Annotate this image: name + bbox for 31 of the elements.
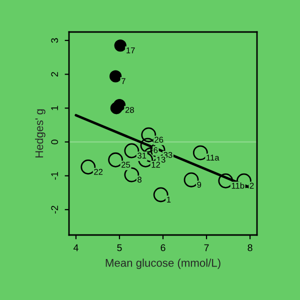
annotation: 22 <box>94 168 103 175</box>
point <box>114 39 126 52</box>
annotation: 17 <box>126 48 135 54</box>
annotation: 25 <box>122 162 130 168</box>
x-tick-label: 5 <box>117 244 122 252</box>
point <box>110 102 123 114</box>
annotation: 9 <box>197 182 202 188</box>
y-tick-label: -1 <box>51 172 58 180</box>
annotation: 11b <box>232 182 244 189</box>
y-tick-label: -2 <box>51 206 58 214</box>
y-axis-title: Hedges' g <box>34 109 46 158</box>
x-tick-label: 8 <box>248 244 252 252</box>
annotation: 6 <box>154 147 158 154</box>
annotation: 7 <box>122 78 126 84</box>
y-tick-label: 0 <box>51 140 58 144</box>
point <box>109 70 122 82</box>
x-axis-title: Mean glucose (mmol/L) <box>106 258 220 270</box>
annotation: 12 <box>152 162 160 168</box>
annotation: 8 <box>138 176 142 183</box>
x-tick-label: 7 <box>204 244 209 252</box>
annotation: 31 <box>138 152 146 159</box>
annotation: 1 <box>167 196 171 202</box>
annotation: 2 <box>250 182 254 189</box>
y-tick-label: 3 <box>51 38 58 43</box>
annotation: 11a <box>206 154 220 161</box>
annotation: 28 <box>125 106 134 113</box>
x-tick-label: 6 <box>160 244 166 252</box>
y-tick-label: 1 <box>51 106 58 110</box>
x-tick-label: 4 <box>73 244 78 252</box>
annotation: 26 <box>154 136 164 143</box>
y-tick-label: 2 <box>51 72 58 77</box>
